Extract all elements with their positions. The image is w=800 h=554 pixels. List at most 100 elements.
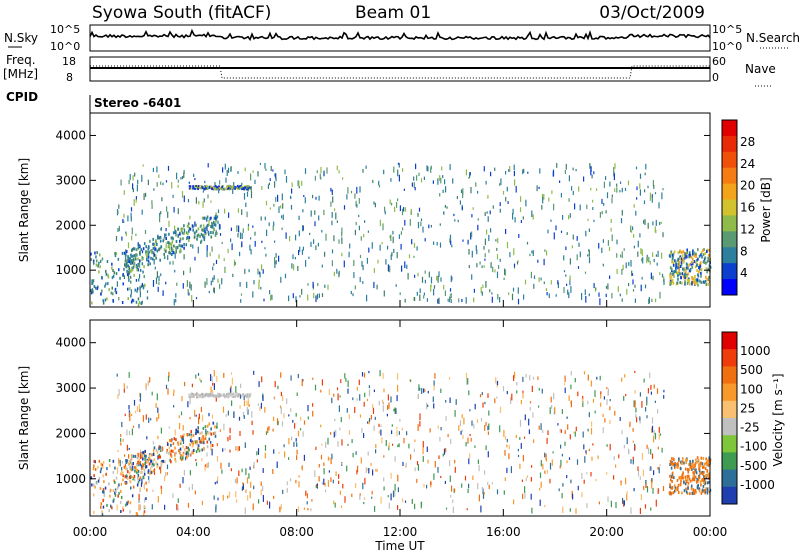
echo-mark <box>476 263 478 268</box>
echo-mark <box>131 454 133 461</box>
echo-mark <box>292 254 294 260</box>
echo-mark <box>166 450 168 454</box>
echo-mark <box>449 288 452 292</box>
echo-mark <box>120 495 123 499</box>
echo-mark <box>404 500 407 503</box>
echo-mark <box>164 460 166 464</box>
echo-mark <box>250 191 253 199</box>
echo-mark <box>574 203 576 210</box>
echo-mark <box>195 297 198 300</box>
echo-mark <box>250 481 252 488</box>
echo-mark <box>705 283 708 286</box>
echo-mark <box>165 180 168 183</box>
echo-mark <box>320 389 322 393</box>
echo-mark <box>296 442 298 447</box>
echo-mark <box>116 504 118 511</box>
echo-mark <box>259 272 261 278</box>
echo-mark <box>123 388 125 393</box>
echo-mark <box>575 508 577 514</box>
echo-mark <box>223 258 225 262</box>
echo-mark <box>206 463 208 469</box>
echo-mark <box>143 483 145 490</box>
echo-mark <box>458 298 460 303</box>
echo-mark <box>707 278 710 282</box>
echo-mark <box>203 238 206 241</box>
echo-mark <box>303 454 305 461</box>
echo-mark <box>215 185 218 188</box>
echo-mark <box>112 470 115 474</box>
echo-mark <box>352 293 354 297</box>
echo-mark <box>679 476 682 480</box>
echo-mark <box>631 229 633 233</box>
echo-mark <box>242 412 245 417</box>
echo-mark <box>205 394 207 397</box>
echo-mark <box>152 280 155 287</box>
echo-mark <box>689 267 692 271</box>
echo-mark <box>492 266 494 273</box>
echo-mark <box>459 200 461 205</box>
echo-mark <box>189 417 191 420</box>
echo-mark <box>488 234 490 242</box>
echo-mark <box>210 235 213 239</box>
echo-mark <box>239 251 241 257</box>
echo-mark <box>503 429 505 437</box>
echo-mark <box>677 271 679 275</box>
echo-mark <box>193 395 195 398</box>
echo-mark <box>160 487 163 495</box>
echo-mark <box>679 272 682 276</box>
echo-mark <box>437 275 439 283</box>
echo-mark <box>128 405 130 410</box>
echo-mark <box>496 380 499 386</box>
echo-mark <box>601 247 603 254</box>
echo-mark <box>444 480 446 484</box>
echo-mark <box>268 426 270 431</box>
echo-mark <box>246 211 248 218</box>
echo-mark <box>120 442 122 446</box>
echo-mark <box>330 187 332 192</box>
echo-mark <box>266 500 268 505</box>
echo-mark <box>92 467 95 471</box>
echo-mark <box>139 259 141 263</box>
echo-mark <box>639 417 641 424</box>
echo-mark <box>685 461 687 465</box>
echo-mark <box>371 491 373 495</box>
echo-mark <box>330 201 332 207</box>
echo-mark <box>616 239 618 245</box>
echo-mark <box>141 467 143 471</box>
echo-mark <box>565 246 567 251</box>
nsky-panel <box>89 24 711 52</box>
echo-mark <box>702 248 704 252</box>
echo-mark <box>450 299 452 304</box>
echo-mark <box>678 263 680 267</box>
echo-mark <box>401 498 404 503</box>
echo-mark <box>586 503 588 509</box>
echo-mark <box>277 421 279 426</box>
echo-mark <box>494 398 496 404</box>
echo-mark <box>696 278 699 282</box>
echo-mark <box>91 279 93 283</box>
echo-mark <box>523 168 525 174</box>
echo-mark <box>308 256 310 259</box>
echo-mark <box>210 374 212 382</box>
echo-mark <box>588 293 590 297</box>
echo-mark <box>237 184 239 187</box>
echo-mark <box>144 457 146 461</box>
echo-mark <box>199 377 201 381</box>
velocity-colorbar-cell <box>722 332 737 350</box>
echo-mark <box>129 412 131 416</box>
echo-mark <box>599 375 601 381</box>
echo-mark <box>132 454 135 458</box>
echo-mark <box>706 250 708 253</box>
echo-mark <box>439 242 442 248</box>
echo-mark <box>634 401 636 408</box>
echo-mark <box>385 259 387 265</box>
echo-mark <box>448 299 450 303</box>
echo-mark <box>338 270 340 276</box>
echo-mark <box>192 185 194 187</box>
echo-mark <box>147 255 150 259</box>
echo-mark <box>139 449 142 453</box>
echo-mark <box>232 273 234 278</box>
echo-mark <box>358 214 360 218</box>
echo-mark <box>669 485 671 489</box>
power-colorbar-cell <box>722 199 737 216</box>
